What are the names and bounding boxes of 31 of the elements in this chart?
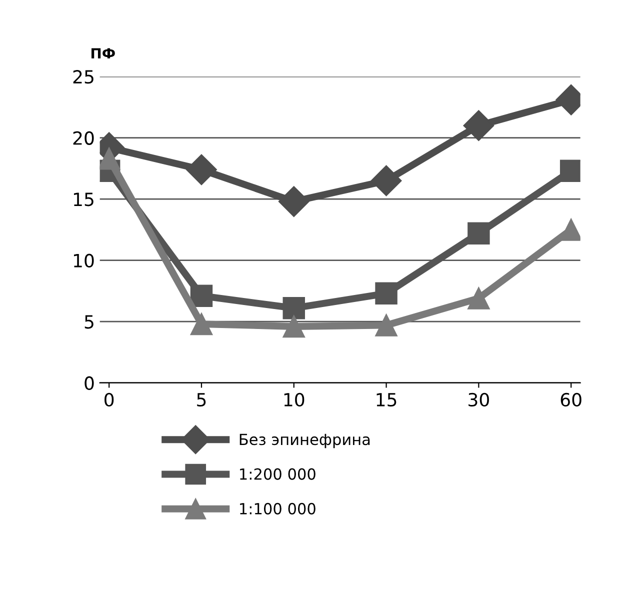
legend-label: 1:200 000 (240, 468, 316, 480)
x-tick-label: 60 (560, 392, 582, 407)
point (190, 312, 213, 336)
point (282, 297, 305, 320)
y-axis-title: ПФ (92, 48, 115, 58)
x-tick-label: 30 (468, 392, 489, 407)
y-tick-label: 0 (84, 376, 94, 390)
y-tick-label: 5 (84, 315, 94, 329)
point (468, 287, 490, 310)
point (370, 165, 402, 196)
x-tick-label: 10 (284, 392, 304, 407)
legend-label: 1:100 000 (240, 502, 316, 514)
point (560, 218, 580, 241)
legend-label: Без эпинефрина (240, 434, 370, 448)
y-tick-label: 10 (74, 254, 94, 268)
point (463, 110, 494, 141)
point (375, 314, 398, 336)
x-tick-label: 15 (376, 393, 396, 407)
y-tick-label: 15 (74, 192, 94, 206)
point (278, 186, 310, 217)
y-tick-label: 25 (73, 70, 94, 84)
x-tick-label: 5 (197, 393, 206, 407)
point (186, 154, 217, 186)
y-tick-label: 20 (73, 131, 94, 145)
point (560, 160, 580, 182)
point (282, 315, 305, 338)
point (468, 222, 490, 244)
point (100, 148, 120, 170)
x-tick-label: 0 (104, 392, 114, 407)
point (190, 284, 213, 307)
point (375, 282, 398, 305)
